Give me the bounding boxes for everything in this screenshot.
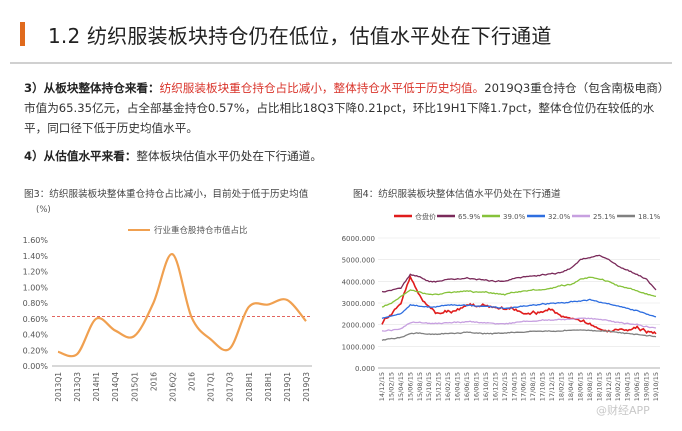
chart2-x-tick-label: 16/12/15 [491,372,499,401]
chart1-legend-label: 行业重仓股持仓市值占比 [154,225,248,236]
figure3-caption: 图3：纺织服装板块整体重仓持仓占比减小，目前处于低于历史均值 [24,189,309,200]
chart1-x-tick-label: 2016 [149,372,158,391]
chart2-x-tick-label: 19/08/15 [643,372,651,401]
chart1-y-tick-label: 1.00% [23,283,49,292]
chart2-legend-label: 仓盘价 [415,212,436,221]
title-accent-bar [20,22,25,46]
chart2-series-line [381,254,657,293]
chart2-x-tick-label: 16/02/15 [444,372,452,401]
chart2-x-tick-label: 17/02/15 [501,372,509,401]
chart2-series-line [381,329,657,341]
chart1-x-tick-label: 2014Q4 [111,372,120,402]
chart1-y-tick-label: 0.20% [23,346,49,355]
paragraph-holdings-lead: 3）从板块整体持仓来看： [24,81,160,95]
chart1-x-tick-label: 2019Q1 [283,372,292,402]
chart1-y-tick-label: 1.20% [23,268,49,277]
chart2-x-tick-label: 16/04/15 [454,372,462,401]
chart2-legend-label: 39.0% [503,213,526,221]
chart2-x-tick-label: 16/08/15 [472,372,480,401]
chart2-x-tick-label: 16/06/15 [463,372,471,401]
chart2-x-tick-label: 15/02/15 [387,372,395,401]
holdings-ratio-chart: (%) 0.00% 0.20% 0.40% 0.60% 0.80% 1.00% 1.20% 1.… [23,205,312,402]
chart2-x-tick-label: 17/08/15 [529,372,537,401]
chart2-legend-label: 25.1% [593,213,616,221]
chart2-legend-label: 18.1% [638,213,661,221]
chart1-x-tick-label: 2017Q1 [207,372,216,402]
chart2-x-tick-label: 17/04/15 [510,372,518,401]
chart2-legend-label: 65.9% [458,213,481,221]
figure4-caption: 图4：纺织服装板块整体估值水平仍处在下行通道 [353,189,561,200]
chart1-x-tick-label: 2014H1 [92,372,101,402]
chart1-x-tick-label: 2017Q3 [226,372,235,402]
chart2-x-tick-label: 19/10/15 [652,372,660,401]
chart2-x-tick-label: 19/02/15 [614,372,622,401]
chart2-y-tick-label: 6000.000 [342,235,375,243]
chart2-y-tick-label: 5000.000 [342,257,375,265]
chart2-series-line [381,298,657,320]
chart2-x-tick-label: 14/12/15 [378,372,386,401]
chart1-y-tick-label: 0.00% [23,362,49,371]
paragraph-holdings: 3）从板块整体持仓来看：纺织服装板块重仓持仓占比减小，整体持仓水平低于历史均值。… [24,78,664,138]
chart2-x-tick-label: 18/10/15 [595,372,603,401]
chart1-x-tick-label: 2015Q1 [130,372,139,402]
paragraph-holdings-body: 2019Q3重仓持仓（包含南极电商）市值为65.35亿元，占全部基金持仓0.57… [24,81,664,135]
valuation-band-chart: 仓盘价 65.9% 39.0% 32.0% 25.1% 18.1% 0.000 1000.00… [342,212,661,401]
slide-title: 1.2 纺织服装板块持仓仍在低位，估值水平处在下行通道 [48,24,552,48]
chart2-x-tick-label: 18/08/15 [586,372,594,401]
chart2-x-tick-label: 15/06/15 [406,372,414,401]
title-bar: 1.2 纺织服装板块持仓仍在低位，估值水平处在下行通道 [0,0,682,58]
chart1-x-tick-label: 2016Q2 [168,372,177,402]
watermark: @财经APP [596,404,650,417]
chart2-x-tick-label: 17/06/15 [520,372,528,401]
chart2-x-tick-label: 18/02/15 [558,372,566,401]
chart1-y-tick-label: 0.60% [23,315,49,324]
chart1-x-tick-label: 2013Q1 [54,372,63,402]
chart1-x-tick-label: 2018H1 [245,372,254,402]
chart2-x-tick-label: 18/04/15 [567,372,575,401]
chart1-y-tick-label: 0.80% [23,299,49,308]
chart2-x-tick-label: 15/08/15 [416,372,424,401]
chart2-series-line [381,317,657,332]
chart2-x-tick-label: 15/10/15 [425,372,433,401]
chart2-x-tick-label: 17/10/15 [539,372,547,401]
chart2-x-tick-label: 16/10/15 [482,372,490,401]
chart2-y-tick-label: 3000.000 [342,300,375,308]
chart2-series-line [381,276,657,308]
chart2-y-tick-label: 2000.000 [342,322,375,330]
chart2-x-tick-label: 17/12/15 [548,372,556,401]
title-divider [10,62,672,64]
chart2-x-tick-label: 18/12/15 [605,372,613,401]
chart2-legend-label: 32.0% [548,213,571,221]
chart1-y-tick-label: 1.60% [23,236,49,245]
chart1-x-tick-label: 2013Q3 [73,372,82,402]
chart1-x-tick-label: 2019Q3 [302,372,311,402]
paragraph-valuation-body: 整体板块估值水平仍处在下行通道。 [136,149,322,163]
chart2-y-tick-label: 0.000 [355,365,375,373]
chart2-x-tick-label: 19/04/15 [624,372,632,401]
paragraph-holdings-highlight: 纺织服装板块重仓持仓占比减小，整体持仓水平低于历史均值。 [159,81,485,95]
chart1-y-tick-label: 0.40% [23,331,49,340]
chart1-ylabel: (%) [36,205,51,215]
chart2-x-tick-label: 15/04/15 [397,372,405,401]
chart2-y-tick-label: 4000.000 [342,278,375,286]
chart1-y-tick-label: 1.40% [23,252,49,261]
chart2-x-tick-label: 15/12/15 [435,372,443,401]
chart1-x-tick-label: 2018H1 [264,372,273,402]
chart2-x-tick-label: 19/06/15 [633,372,641,401]
chart2-y-tick-label: 1000.000 [342,343,375,351]
chart1-x-tick-label: 2016 [188,372,197,391]
chart1-series-line [57,253,307,358]
paragraph-valuation-lead: 4）从估值水平来看： [24,149,137,163]
chart2-x-tick-label: 18/06/15 [576,372,584,401]
paragraph-valuation: 4）从估值水平来看：整体板块估值水平仍处在下行通道。 [24,146,664,166]
